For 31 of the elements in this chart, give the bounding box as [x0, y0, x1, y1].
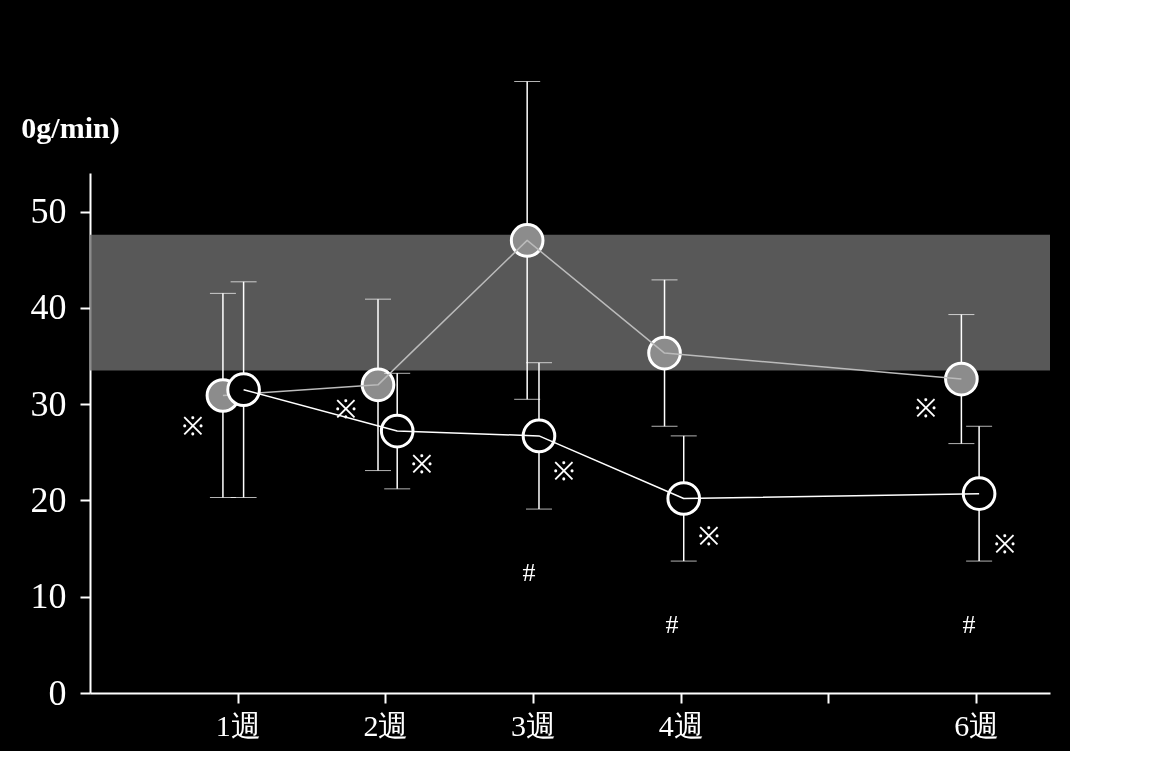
y-axis-title: 0g/min)	[21, 110, 120, 145]
annotation: ※	[994, 529, 1017, 559]
point	[961, 476, 997, 511]
y-tick-label: 20	[30, 479, 67, 520]
point	[944, 361, 979, 397]
point	[379, 413, 415, 449]
point	[666, 481, 702, 516]
y-tick-label: 50	[30, 191, 67, 232]
y-tick-label: 0	[48, 672, 67, 713]
point	[647, 335, 682, 371]
point	[509, 223, 545, 258]
annotation: #	[665, 610, 679, 639]
point	[360, 367, 396, 403]
point	[521, 418, 557, 454]
annotation: ※	[915, 394, 938, 424]
x-tick-label: 6週	[954, 708, 1000, 742]
x-tick-label: 3週	[511, 708, 557, 742]
y-tick-label: 10	[30, 576, 67, 617]
annotation: ※	[335, 394, 357, 424]
annotation: ※	[697, 522, 720, 552]
annotation: ※	[552, 456, 575, 486]
annotation: ※	[181, 412, 204, 442]
annotation: ※	[411, 450, 434, 480]
annotation: #	[522, 558, 536, 587]
x-tick-label: 2週	[363, 708, 409, 742]
x-tick-label: 1週	[215, 708, 261, 742]
y-tick-label: 30	[30, 383, 67, 424]
y-tick-label: 40	[30, 287, 67, 328]
annotation: #	[962, 610, 976, 639]
x-tick-label: 4週	[658, 708, 704, 742]
point	[226, 372, 261, 407]
